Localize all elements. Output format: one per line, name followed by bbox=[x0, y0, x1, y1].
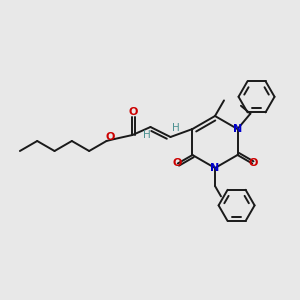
Text: H: H bbox=[172, 123, 179, 133]
Text: O: O bbox=[249, 158, 258, 169]
Text: N: N bbox=[233, 124, 242, 134]
Text: N: N bbox=[210, 163, 220, 173]
Text: O: O bbox=[172, 158, 182, 169]
Text: O: O bbox=[106, 132, 115, 142]
Text: H: H bbox=[142, 130, 150, 140]
Text: O: O bbox=[129, 107, 138, 117]
